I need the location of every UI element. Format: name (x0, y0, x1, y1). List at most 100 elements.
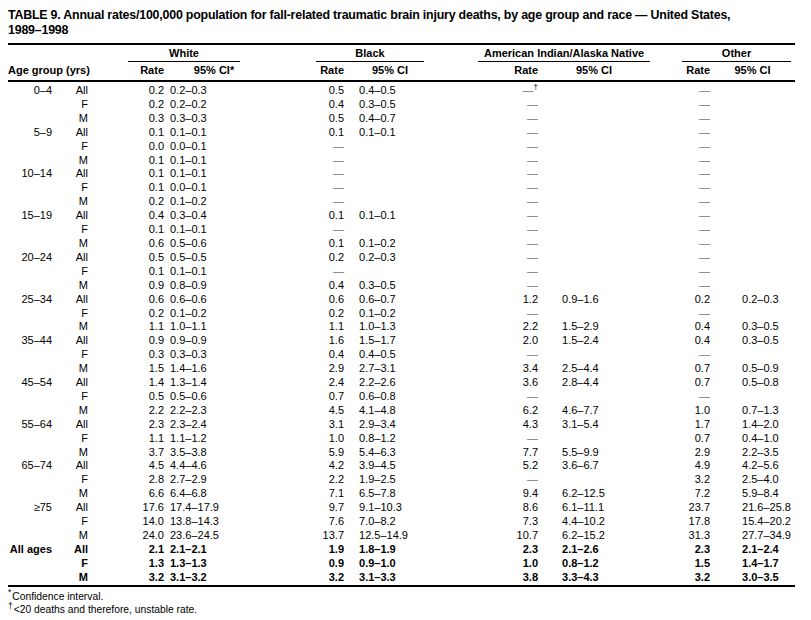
ci-cell: 0.1–0.2 (344, 307, 436, 321)
rate-cell: 4.3 (478, 418, 538, 432)
ci-cell: 0.3–0.5 (710, 334, 795, 348)
gap-cell (650, 543, 678, 557)
sex-cell: F (62, 181, 104, 195)
ci-cell: 1.0–1.1 (164, 320, 264, 334)
ci-cell: 2.7–2.9 (164, 473, 264, 487)
ci-cell: 6.2–12.5 (538, 487, 650, 501)
table-row: F14.013.8–14.37.67.0–8.27.34.4–10.217.81… (8, 515, 795, 529)
age-group-cell (8, 515, 62, 529)
gap-cell (436, 81, 478, 98)
table-row: 10–14All0.10.1–0.1——— (8, 167, 795, 181)
rate-cell: 2.4 (304, 376, 344, 390)
gap-cell (436, 473, 478, 487)
ci-cell: 2.7–3.1 (344, 362, 436, 376)
rate-cell: 7.6 (304, 515, 344, 529)
rate-cell: — (304, 154, 344, 168)
gap-cell (436, 251, 478, 265)
ci-cell: 0.1–0.1 (164, 126, 264, 140)
gap-cell (436, 223, 478, 237)
rate-cell: — (678, 154, 710, 168)
rate-cell: 3.2 (104, 571, 164, 586)
ci-cell: 3.1–5.4 (538, 418, 650, 432)
rate-cell: — (478, 390, 538, 404)
ci-cell (344, 167, 436, 181)
table-row: 45–54All1.41.3–1.42.42.2–2.63.62.8–4.40.… (8, 376, 795, 390)
rate-cell: 8.6 (478, 501, 538, 515)
ci-cell: 1.8–1.9 (344, 543, 436, 557)
ci-cell: 1.0–1.3 (344, 320, 436, 334)
ci-cell (710, 209, 795, 223)
rate-cell: 1.9 (304, 543, 344, 557)
age-group-cell: 45–54 (8, 376, 62, 390)
table-row: 65–74All4.54.4–4.64.23.9–4.55.23.6–6.74.… (8, 459, 795, 473)
ci-cell: 4.1–4.8 (344, 404, 436, 418)
rate-cell: 0.1 (104, 154, 164, 168)
rate-cell: —† (478, 81, 538, 98)
gap-cell (264, 81, 304, 98)
rate-cell: 3.6 (478, 376, 538, 390)
footnote-unstable-rate: †<20 deaths and therefore, unstable rate… (8, 603, 803, 617)
gap-cell (436, 279, 478, 293)
ci-cell: 4.6–7.7 (538, 404, 650, 418)
gap-cell (436, 376, 478, 390)
ci-cell: 1.3–1.3 (164, 557, 264, 571)
ci-cell: 3.6–6.7 (538, 459, 650, 473)
ci-cell: 7.0–8.2 (344, 515, 436, 529)
table-row: F0.10.1–0.1——— (8, 265, 795, 279)
footnote-text: Confidence interval. (12, 591, 103, 602)
gap-cell (650, 251, 678, 265)
gap-cell (436, 390, 478, 404)
ci-cell: 23.6–24.5 (164, 529, 264, 543)
ci-cell: 0.3–0.5 (344, 279, 436, 293)
rate-cell: — (678, 265, 710, 279)
rate-cell: 3.2 (678, 571, 710, 586)
col-group-black: Black (304, 44, 436, 62)
ci-cell: 0.4–0.5 (344, 81, 436, 98)
rate-cell: 17.8 (678, 515, 710, 529)
rate-cell: 14.0 (104, 515, 164, 529)
age-group-cell (8, 571, 62, 586)
gap-cell (264, 140, 304, 154)
sex-cell: F (62, 98, 104, 112)
rate-cell: — (478, 237, 538, 251)
gap-cell (650, 81, 678, 98)
ci-cell: 2.2–2.3 (164, 404, 264, 418)
gap-cell (650, 181, 678, 195)
ci-cell: 0.1–0.1 (344, 209, 436, 223)
gap-cell (264, 446, 304, 460)
rate-cell: 0.2 (304, 307, 344, 321)
gap-cell (650, 459, 678, 473)
rate-cell: 0.9 (304, 557, 344, 571)
ci-cell (710, 195, 795, 209)
table-row: ≥75All17.617.4–17.99.79.1–10.38.66.1–11.… (8, 501, 795, 515)
ci-cell: 0.9–1.0 (344, 557, 436, 571)
ci-cell: 4.4–4.6 (164, 459, 264, 473)
table-row: F0.20.1–0.20.20.1–0.2—— (8, 307, 795, 321)
document-page: TABLE 9. Annual rates/100,000 population… (0, 0, 811, 617)
gap-cell (436, 195, 478, 209)
ci-cell (710, 307, 795, 321)
sex-cell: All (62, 251, 104, 265)
ci-cell: 9.1–10.3 (344, 501, 436, 515)
ci-cell (538, 307, 650, 321)
gap-cell (650, 334, 678, 348)
sex-cell: F (62, 557, 104, 571)
sex-cell: M (62, 571, 104, 586)
ci-cell: 2.1–2.1 (164, 543, 264, 557)
gap-cell (650, 265, 678, 279)
rate-cell: 10.7 (478, 529, 538, 543)
ci-cell: 15.4–20.2 (710, 515, 795, 529)
age-group-cell (8, 195, 62, 209)
rate-cell: — (678, 307, 710, 321)
rate-cell: 4.5 (104, 459, 164, 473)
gap-cell (264, 112, 304, 126)
ci-cell (344, 265, 436, 279)
ci-cell: 2.9–3.4 (344, 418, 436, 432)
footnote-confidence-interval: *Confidence interval. (8, 590, 803, 604)
black-ci-header: 95% CI (344, 62, 436, 81)
gap-cell (436, 418, 478, 432)
gap-cell (264, 223, 304, 237)
ci-cell (710, 81, 795, 98)
sex-cell: M (62, 529, 104, 543)
gap-cell (264, 348, 304, 362)
